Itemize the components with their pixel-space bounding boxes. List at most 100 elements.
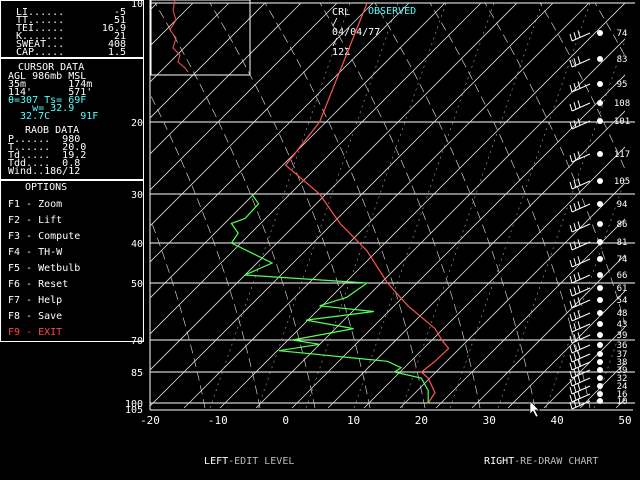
left-click-action: -EDIT LEVEL	[228, 456, 295, 467]
wind-barb-flag	[573, 334, 577, 342]
option-f6-reset[interactable]: F6 - Reset	[8, 279, 69, 290]
wind-barb-flag	[577, 178, 581, 186]
wind-barb-flag	[573, 400, 577, 408]
wind-speed-label: 10	[617, 397, 628, 407]
wind-barb-flag	[577, 30, 581, 38]
left-click-key: LEFT	[204, 456, 229, 467]
wind-speed-label: 74	[617, 255, 628, 265]
pressure-tick-label: 100	[125, 399, 143, 410]
wind-barb-flag	[573, 58, 577, 66]
wind-barb-flag	[569, 84, 573, 93]
wind-barb-shaft	[571, 120, 591, 130]
index-cap: CAP..... 1.5	[16, 47, 126, 58]
option-f7-help[interactable]: F7 - Help	[8, 295, 63, 306]
isotherm-line	[399, 182, 625, 408]
cursor-row-6: 32.7C 91F	[8, 111, 99, 122]
wind-barb-flag	[569, 324, 573, 333]
wind-speed-marker	[597, 342, 603, 348]
wind-barb-shaft	[571, 287, 591, 297]
isotherm-line	[471, 254, 625, 408]
wind-speed-marker	[597, 239, 603, 245]
wind-barb-shaft	[571, 393, 591, 403]
sounding-date: 04/04/77	[332, 27, 381, 38]
wind-barb-shaft	[571, 180, 591, 190]
wind-speed-marker	[597, 297, 603, 303]
footer-right: RIGHT-RE-DRAW CHART	[472, 447, 598, 467]
pressure-tick-label: 70	[131, 336, 143, 347]
wind-barb-flag	[569, 154, 573, 163]
wind-speed-marker	[597, 178, 603, 184]
wind-speed-label: 105	[614, 177, 630, 187]
wind-barb-flag	[573, 153, 577, 161]
dry-adiabat-line	[264, 3, 426, 408]
wind-barb-shaft	[571, 223, 591, 233]
dry-adiabat-line	[319, 3, 481, 408]
wind-speed-label: 43	[617, 320, 628, 330]
dry-adiabat-line	[150, 93, 261, 408]
wind-barb-flag	[573, 312, 577, 320]
wind-barb-flag	[577, 151, 581, 159]
index-tt: TT...... 51	[16, 15, 126, 26]
option-f2-lift[interactable]: F2 - Lift	[8, 215, 63, 226]
isotherm-line	[363, 146, 625, 408]
wind-barb-flag	[569, 362, 573, 371]
options-panel: OPTIONS F1 - Zoom F2 - Lift F3 - Compute…	[0, 180, 144, 342]
option-f5-wetbulb[interactable]: F5 - Wetbulb	[8, 263, 81, 274]
wind-barb-flag	[577, 285, 581, 293]
wind-barb-flag	[573, 393, 577, 401]
wind-barb-flag	[577, 56, 581, 64]
temperature-tick-label: 10	[347, 414, 360, 427]
wind-barb-shaft	[571, 58, 591, 68]
isotherm-line	[327, 110, 625, 408]
wind-barb-flag	[577, 272, 581, 280]
option-f4-th-w[interactable]: F4 - TH-W	[8, 247, 63, 258]
option-f8-save[interactable]: F8 - Save	[8, 311, 63, 322]
dewpoint-profile-line	[230, 193, 429, 403]
temperature-tick-label: 40	[551, 414, 564, 427]
isotherm-line	[255, 38, 625, 408]
option-f3-compute[interactable]: F3 - Compute	[8, 231, 81, 242]
isotherm-line	[579, 362, 625, 408]
wind-barb-flag	[569, 204, 573, 213]
isotherm-line	[435, 218, 625, 408]
option-f1-zoom[interactable]: F1 - Zoom	[8, 199, 63, 210]
wind-speed-marker	[597, 151, 603, 157]
option-f9-exit[interactable]: F9 - EXIT	[8, 327, 63, 338]
wind-speed-marker	[597, 285, 603, 291]
wind-speed-marker	[597, 375, 603, 381]
right-click-key: RIGHT	[484, 456, 515, 467]
raob-row-tdd: Tdd.... 0.8	[8, 158, 81, 169]
wind-speed-label: 81	[617, 238, 628, 248]
wind-barb-flag	[569, 300, 573, 309]
wind-barb-flag	[573, 223, 577, 231]
raob-data-header: RAOB DATA	[25, 125, 80, 136]
wind-speed-label: 38	[617, 358, 628, 368]
wind-speed-marker	[597, 118, 603, 124]
wind-speed-marker	[597, 272, 603, 278]
wind-barb-flag	[569, 121, 573, 130]
wind-barb-flag	[569, 370, 573, 379]
pressure-tick-label: 40	[131, 239, 143, 250]
cursor-row-5: w= 32.9	[8, 103, 75, 114]
cursor-row-1: AGL 986mb MSL	[8, 71, 87, 82]
chart-series	[230, 2, 450, 404]
wind-barb-flag	[573, 344, 577, 352]
wind-barb-flag	[569, 59, 573, 68]
wind-speed-marker	[597, 221, 603, 227]
temperature-tick-label: 20	[415, 414, 428, 427]
dry-adiabat-line	[209, 3, 371, 408]
wind-barb-flag	[573, 369, 577, 377]
wind-barb-flag	[577, 391, 581, 399]
wind-barb-shaft	[571, 385, 591, 395]
wind-barb-shaft	[571, 153, 591, 163]
wind-barb-flag	[577, 375, 581, 383]
isotherm-line	[0, 3, 121, 408]
wind-barb-flag	[569, 335, 573, 344]
pressure-tick-label: 10	[131, 0, 143, 10]
temperature-tick-label: 30	[483, 414, 496, 427]
wind-barb-shaft	[571, 344, 591, 354]
raob-row-t: T...... 20.0	[8, 142, 87, 153]
wind-speed-label: 37	[617, 350, 628, 360]
